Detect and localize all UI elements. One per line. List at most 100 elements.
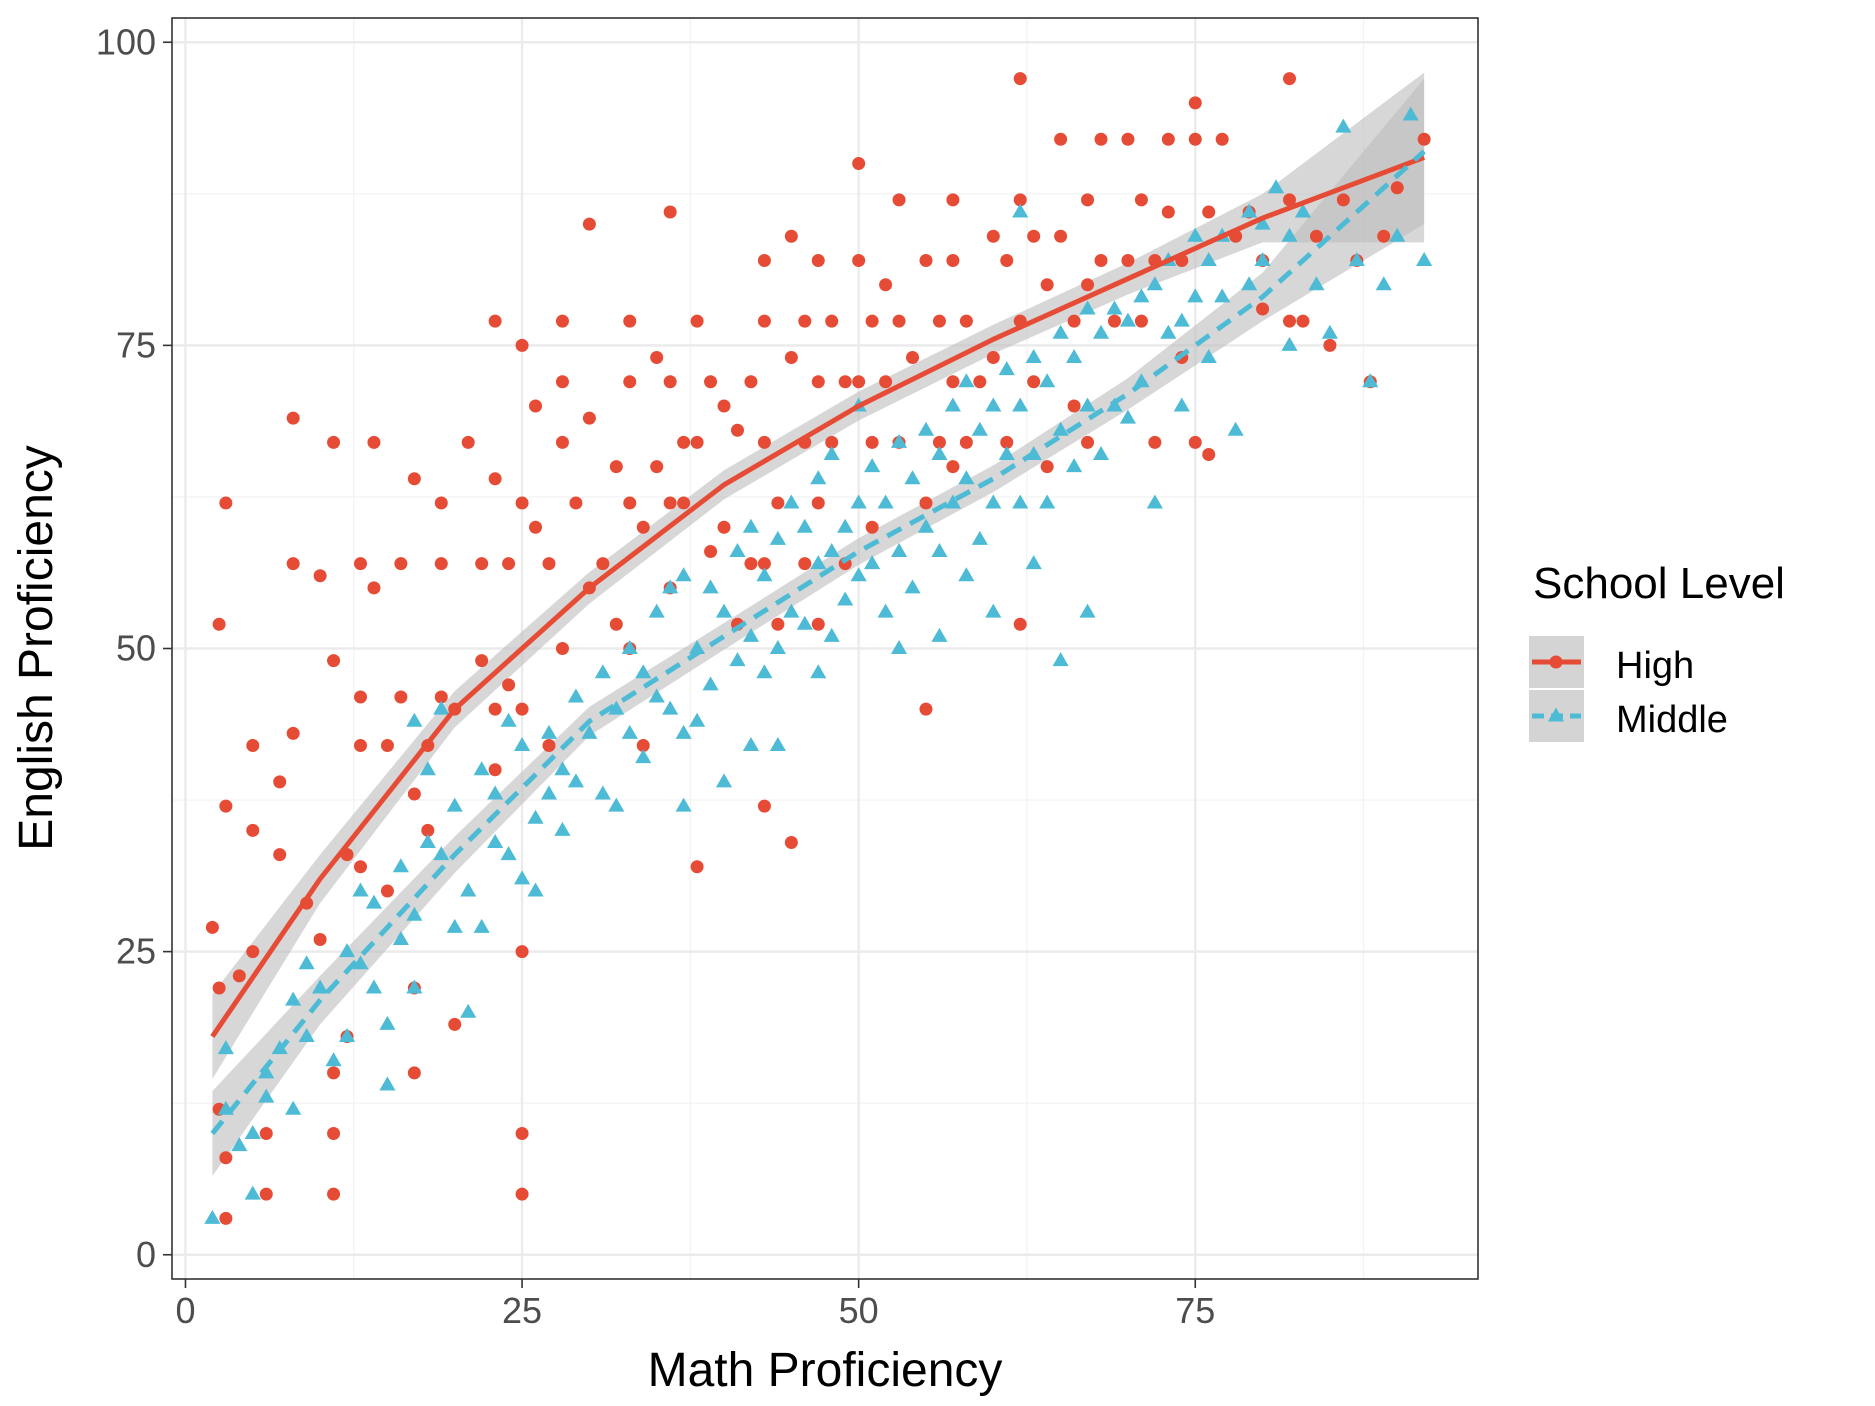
point-middle <box>1079 397 1096 412</box>
point-middle <box>338 1028 356 1043</box>
y-tick-label: 75 <box>116 324 156 365</box>
point-high <box>771 617 785 631</box>
point-high <box>704 545 718 558</box>
point-high <box>1000 254 1014 267</box>
point-high <box>1215 132 1229 146</box>
point-high <box>515 1187 529 1201</box>
point-high <box>555 375 569 389</box>
point-high <box>677 496 691 510</box>
point-high <box>811 375 825 389</box>
point-middle <box>1348 252 1365 267</box>
legend-key-marker-high <box>1549 655 1563 669</box>
point-high <box>1040 278 1054 292</box>
point-high <box>1188 132 1202 146</box>
point-high <box>327 1127 341 1140</box>
point-middle <box>958 567 975 582</box>
point-middle <box>285 991 302 1006</box>
point-middle <box>621 724 638 739</box>
point-high <box>1202 205 1216 219</box>
point-middle <box>756 664 773 679</box>
point-middle <box>715 773 733 788</box>
point-middle <box>931 446 948 461</box>
point-high <box>1121 254 1135 267</box>
point-middle <box>540 785 558 800</box>
point-high <box>1390 181 1404 195</box>
point-middle <box>635 749 652 764</box>
point-high <box>690 314 704 328</box>
point-middle <box>285 1100 302 1115</box>
point-high <box>730 423 744 437</box>
point-high <box>502 678 516 692</box>
point-middle <box>487 834 504 849</box>
point-middle <box>958 470 975 485</box>
point-middle <box>783 603 800 618</box>
point-middle <box>1012 494 1029 509</box>
point-high <box>1081 435 1095 449</box>
point-high <box>1054 229 1068 243</box>
legend: School Level High Middle <box>1529 559 1785 742</box>
point-high <box>771 496 785 510</box>
point-high <box>690 860 704 874</box>
point-high <box>219 496 233 510</box>
point-middle <box>917 518 935 533</box>
point-high <box>555 314 569 328</box>
point-middle <box>1092 324 1110 339</box>
point-high <box>1081 193 1095 207</box>
point-middle <box>783 494 800 509</box>
point-middle <box>433 846 450 861</box>
legend-label-middle: Middle <box>1616 699 1728 741</box>
point-middle <box>338 943 356 958</box>
point-high <box>757 799 771 813</box>
point-middle <box>1241 203 1258 218</box>
point-middle <box>864 458 881 473</box>
point-high <box>353 739 367 752</box>
point-middle <box>1173 397 1190 412</box>
point-high <box>623 375 637 389</box>
point-middle <box>419 834 436 849</box>
point-middle <box>823 627 840 642</box>
legend-label-high: High <box>1616 645 1694 687</box>
y-axis-title: English Proficiency <box>10 445 63 851</box>
point-middle <box>810 555 827 570</box>
point-high <box>555 642 569 655</box>
point-high <box>1188 435 1202 449</box>
point-middle <box>810 664 827 679</box>
point-middle <box>554 761 571 776</box>
point-middle <box>621 640 638 655</box>
point-high <box>1081 278 1095 292</box>
point-high <box>219 1151 233 1165</box>
x-tick-label: 50 <box>839 1290 879 1331</box>
point-high <box>529 399 543 413</box>
point-high <box>286 726 300 740</box>
point-middle <box>1052 324 1069 339</box>
point-middle <box>392 931 409 946</box>
point-high <box>1027 375 1041 389</box>
point-middle <box>365 894 383 909</box>
point-high <box>811 617 825 631</box>
point-high <box>879 278 893 292</box>
point-middle <box>1241 276 1258 291</box>
point-middle <box>352 955 369 970</box>
point-middle <box>742 518 760 533</box>
point-high <box>744 375 758 389</box>
point-high <box>784 351 798 364</box>
point-high <box>919 254 933 267</box>
point-middle <box>769 737 786 752</box>
point-high <box>704 375 718 389</box>
axes: 0 25 50 75 0 25 50 75 100 <box>96 21 1215 1331</box>
point-middle <box>460 882 477 897</box>
point-high <box>313 933 327 946</box>
point-middle <box>581 724 598 739</box>
point-high <box>892 193 906 207</box>
point-middle <box>419 761 436 776</box>
legend-keys <box>1529 636 1584 742</box>
point-middle <box>1066 458 1083 473</box>
point-middle <box>702 579 719 594</box>
point-middle <box>1308 276 1325 291</box>
point-high <box>529 520 543 534</box>
point-high <box>636 520 650 534</box>
point-middle <box>1039 373 1056 388</box>
point-high <box>636 739 650 752</box>
point-middle <box>1375 276 1392 291</box>
point-high <box>212 617 226 631</box>
